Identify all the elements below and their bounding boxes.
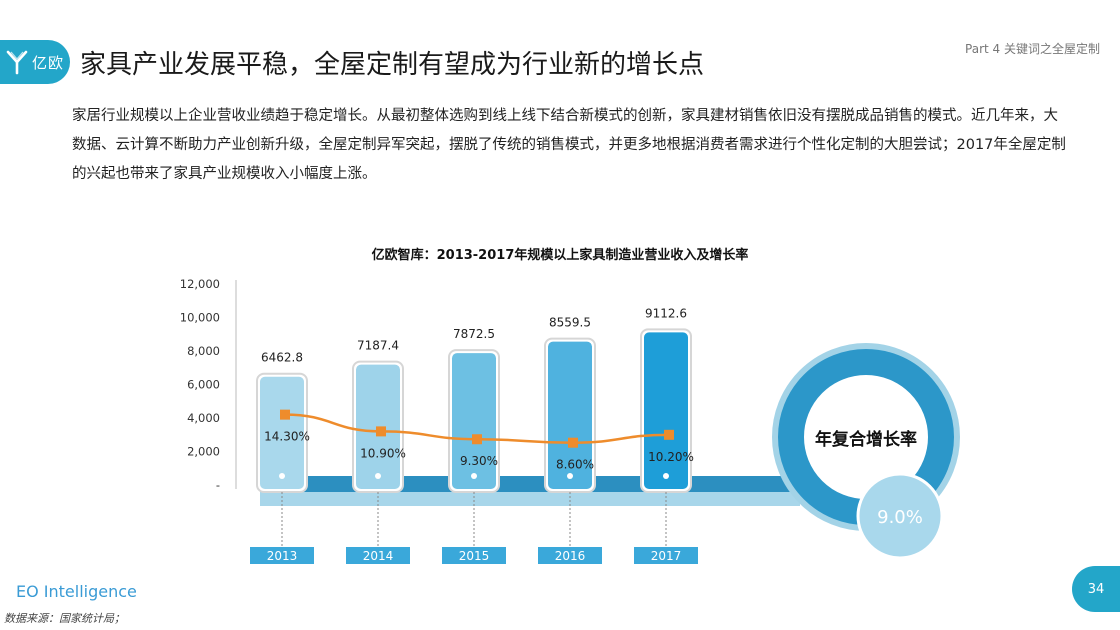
year-tag (346, 547, 410, 564)
y-tick-label: 10,000 (180, 311, 220, 325)
growth-value-label: 10.20% (648, 450, 694, 464)
base-platform-bottom (260, 492, 800, 506)
growth-point (376, 426, 386, 437)
logo-icon (6, 50, 28, 75)
base-platform-top (260, 476, 800, 492)
y-tick-label: 12,000 (180, 277, 220, 291)
bar-value-label: 7187.4 (357, 339, 399, 353)
section-tag: Part 4 关键词之全屋定制 (965, 42, 1100, 56)
year-tag (538, 547, 602, 564)
y-tick-label: 6,000 (187, 378, 220, 392)
y-tick-label: 2,000 (187, 445, 220, 459)
page-title: 家具产业发展平稳，全屋定制有望成为行业新的增长点 (80, 50, 705, 80)
cagr-value: 9.0% (877, 507, 923, 528)
bar-value-label: 9112.6 (645, 306, 687, 320)
cagr-label: 年复合增长率 (815, 429, 917, 450)
y-tick-label: 4,000 (187, 411, 220, 425)
bar (644, 332, 688, 489)
bar-value-label: 7872.5 (453, 327, 495, 341)
year-tag (250, 547, 314, 564)
x-tick-label: 2014 (363, 549, 394, 563)
footer-brand: EO Intelligence (16, 582, 137, 601)
bar-dot (375, 473, 381, 479)
x-tick-label: 2015 (459, 549, 490, 563)
year-tag (634, 547, 698, 564)
bar-value-label: 8559.5 (549, 316, 591, 330)
intro-paragraph: 家居行业规模以上企业营收业绩趋于稳定增长。从最初整体选购到线上线下结合新模式的创… (72, 108, 1066, 182)
growth-value-label: 8.60% (556, 458, 594, 472)
logo-text: 亿欧 (31, 53, 64, 72)
cagr-center (805, 376, 927, 498)
data-source: 数据来源：国家统计局； (4, 612, 125, 625)
year-tag (442, 547, 506, 564)
bar (260, 376, 304, 489)
growth-value-label: 9.30% (460, 454, 498, 468)
bar-value-label: 6462.8 (261, 351, 303, 365)
x-tick-label: 2017 (651, 549, 682, 563)
growth-value-label: 14.30% (264, 430, 310, 444)
bar-dot (663, 473, 669, 479)
page-number: 34 (1072, 566, 1120, 612)
logo: 亿欧 (0, 40, 70, 84)
x-tick-label: 2013 (267, 549, 298, 563)
x-tick-label: 2016 (555, 549, 586, 563)
bar-dot (567, 473, 573, 479)
chart-title: 亿欧智库：2013-2017年规模以上家具制造业营业收入及增长率 (371, 248, 749, 263)
growth-point (568, 437, 578, 448)
bar (548, 341, 592, 489)
y-tick-label: 8,000 (187, 344, 220, 358)
y-tick-label: - (216, 478, 220, 492)
bar-dot (279, 473, 285, 479)
cagr-value-bubble (856, 472, 944, 560)
bar (452, 353, 496, 489)
bar-dot (471, 473, 477, 479)
growth-point (472, 434, 482, 445)
growth-point (664, 429, 674, 440)
growth-point (280, 409, 290, 420)
growth-value-label: 10.90% (360, 446, 406, 460)
